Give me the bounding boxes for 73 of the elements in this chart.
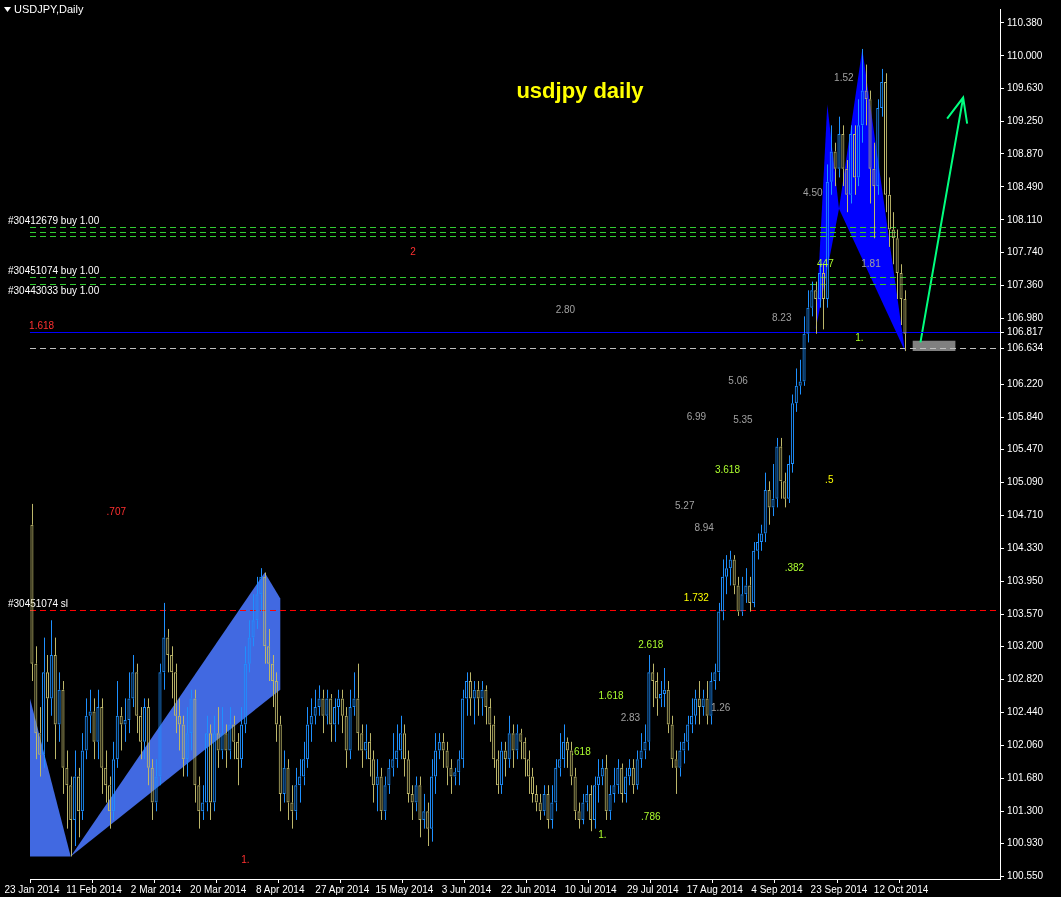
x-tick-label: 4 Sep 2014 (751, 883, 803, 895)
y-tick-label: 110.000 (1007, 49, 1043, 61)
ref-line-label: #30451074 sl (8, 597, 69, 609)
y-tick-label: 105.840 (1007, 410, 1044, 422)
annotation: .618 (571, 745, 592, 757)
annotation: 5.35 (733, 413, 754, 425)
annotation: 6.99 (686, 410, 707, 422)
x-tick-label: 12 Oct 2014 (873, 883, 929, 895)
chart-title: USDJPY,Daily (14, 3, 84, 15)
y-tick-label: 105.090 (1007, 475, 1044, 487)
y-tick-label: 110.380 (1007, 16, 1043, 28)
y-tick-label: 106.634 (1007, 341, 1044, 353)
y-tick-label: 100.550 (1007, 870, 1044, 882)
y-tick-label: 106.817 (1007, 326, 1044, 337)
annotation: 5.06 (728, 374, 749, 386)
annotation: 1. (241, 853, 250, 865)
y-tick-label: 105.470 (1007, 442, 1044, 454)
x-tick-label: 27 Apr 2014 (315, 883, 370, 895)
annotation: 2.83 (620, 711, 641, 723)
y-tick-label: 108.870 (1007, 147, 1044, 159)
annotation: 3.618 (714, 463, 741, 475)
y-tick-label: 103.200 (1007, 640, 1044, 652)
annotation: .382 (784, 561, 805, 573)
y-tick-label: 109.250 (1007, 114, 1044, 126)
x-tick-label: 10 Jul 2014 (564, 883, 617, 895)
ref-line-label: #30443033 buy 1.00 (8, 284, 100, 296)
x-tick-label: 8 Apr 2014 (256, 883, 305, 895)
y-tick-label: 108.110 (1007, 213, 1043, 225)
y-tick-label: 100.930 (1007, 837, 1044, 849)
annotation: 1.618 (29, 319, 55, 331)
y-tick-label: 104.330 (1007, 541, 1044, 553)
annotation: 1.618 (598, 689, 624, 701)
y-tick-label: 101.680 (1007, 772, 1044, 784)
x-tick-label: 20 Mar 2014 (190, 883, 247, 895)
annotation: 4.50 (803, 186, 823, 198)
x-tick-label: 17 Aug 2014 (686, 883, 744, 895)
y-tick-label: 107.740 (1007, 245, 1044, 257)
y-tick-label: 108.490 (1007, 180, 1044, 192)
y-tick-label: 102.820 (1007, 673, 1044, 685)
annotation: 1. (598, 828, 607, 840)
annotation: 8.23 (772, 311, 792, 323)
x-tick-label: 11 Feb 2014 (66, 883, 123, 895)
y-tick-label: 109.630 (1007, 81, 1044, 93)
y-tick-label: 102.060 (1007, 739, 1044, 751)
x-tick-label: 2 Mar 2014 (130, 883, 182, 895)
annotation: usdjpy daily (516, 78, 645, 104)
x-tick-label: 15 May 2014 (375, 883, 434, 895)
annotation: 2 (410, 245, 417, 257)
y-tick-label: 103.570 (1007, 607, 1044, 619)
annotation: 1.52 (834, 71, 854, 83)
x-tick-label: 23 Jan 2014 (4, 883, 60, 895)
annotation: .707 (106, 505, 127, 517)
x-tick-label: 22 Jun 2014 (501, 883, 557, 895)
x-tick-label: 3 Jun 2014 (441, 883, 492, 895)
y-tick-label: 107.360 (1007, 278, 1044, 290)
annotation: 2.80 (555, 303, 576, 315)
annotation: 8.94 (694, 521, 715, 533)
y-tick-label: 104.710 (1007, 508, 1044, 520)
y-tick-label: 101.300 (1007, 805, 1044, 817)
annotation: .786 (641, 810, 661, 822)
ref-line-label: #30412679 buy 1.00 (8, 214, 100, 226)
x-tick-label: 29 Jul 2014 (626, 883, 680, 895)
annotation: 2.618 (638, 638, 664, 650)
y-tick-label: 106.220 (1007, 377, 1044, 389)
ref-line-label: #30451074 buy 1.00 (8, 265, 100, 277)
annotation: .5 (825, 473, 834, 485)
y-tick-label: 106.980 (1007, 311, 1044, 323)
annotation: 5.27 (675, 499, 695, 511)
annotation: 1.732 (683, 591, 710, 603)
annotation: 1. (855, 331, 864, 343)
y-tick-label: 103.950 (1007, 574, 1044, 586)
y-tick-label: 102.440 (1007, 706, 1044, 718)
x-tick-label: 23 Sep 2014 (810, 883, 868, 895)
